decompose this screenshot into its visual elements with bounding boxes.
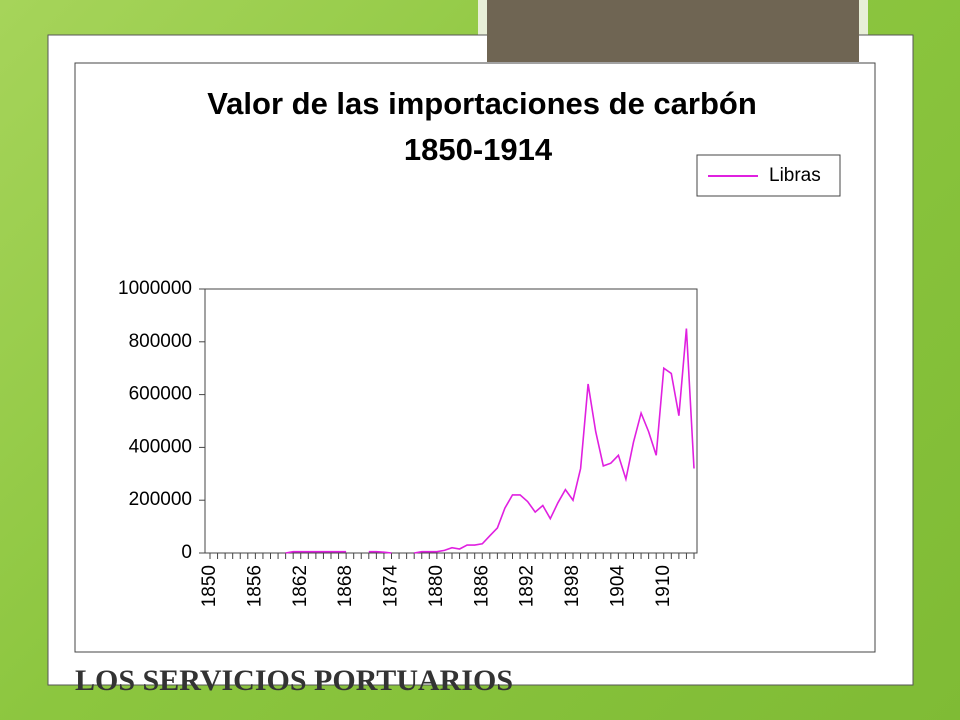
x-tick-label: 1850 (199, 565, 220, 607)
chart-title: Valor de las importaciones de carbón (207, 86, 757, 121)
data-line (285, 328, 695, 554)
tab-overlap (487, 30, 859, 62)
x-tick-label: 1886 (471, 565, 492, 607)
chart-subtitle: 1850-1914 (404, 132, 553, 167)
x-tick-label: 1880 (426, 565, 447, 607)
x-tick-label: 1856 (244, 565, 265, 607)
legend: Libras (696, 154, 841, 197)
y-tick-label: 1000000 (118, 278, 192, 299)
y-tick-label: 800000 (129, 331, 192, 352)
x-tick-label: 1862 (290, 565, 311, 607)
y-tick-label: 600000 (129, 384, 192, 405)
y-tick-label: 0 (181, 542, 192, 563)
slide-title: LOS SERVICIOS PORTUARIOS (75, 664, 513, 697)
y-tick-label: 200000 (129, 489, 192, 510)
x-tick-label: 1898 (562, 565, 583, 607)
x-tick-label: 1904 (607, 565, 628, 608)
plot-area (204, 288, 698, 554)
x-tick-label: 1868 (335, 565, 356, 607)
x-tick-label: 1892 (517, 565, 538, 607)
x-tick-label: 1874 (381, 565, 402, 608)
y-tick-label: 400000 (129, 436, 192, 457)
x-tick-label: 1910 (653, 565, 674, 607)
legend-label: Libras (769, 165, 821, 186)
